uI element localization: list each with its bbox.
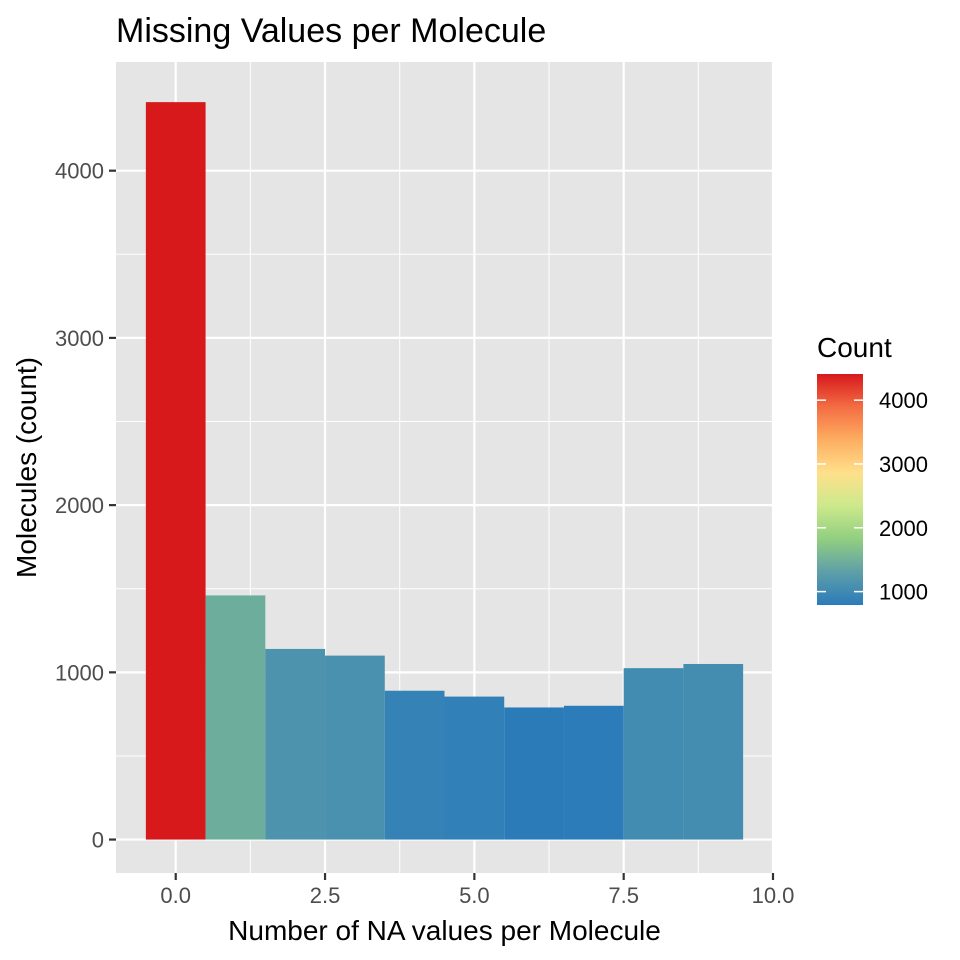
bar [205,595,266,840]
legend-tick-label: 1000 [879,580,928,605]
x-tick-label: 5.0 [459,883,490,908]
bar [683,663,744,840]
bars [145,102,744,840]
y-tick-label: 1000 [55,660,104,685]
y-tick-label: 2000 [55,493,104,518]
legend-colorbar [817,374,863,605]
x-tick-label: 7.5 [608,883,639,908]
minor-gridlines [116,62,773,873]
bar [384,690,445,840]
bar [145,102,206,840]
bar [265,648,326,840]
legend-title: Count [817,332,892,363]
bar [563,705,624,840]
x-axis-label: Number of NA values per Molecule [228,915,661,946]
legend-tick-label: 2000 [879,516,928,541]
chart-title: Missing Values per Molecule [116,12,546,50]
bar [325,655,385,840]
y-tick-label: 0 [92,828,104,853]
bar [504,707,564,840]
x-axis: 0.0 2.5 5.0 7.5 10.0 [160,873,794,908]
x-tick-label: 10.0 [752,883,795,908]
legend-tick-label: 4000 [879,388,928,413]
y-tick-label: 4000 [55,159,104,184]
y-axis: 0 1000 2000 3000 4000 [55,159,116,853]
legend-ticks: 1000 2000 3000 4000 [817,388,928,605]
y-tick-label: 3000 [55,326,104,351]
legend-tick-label: 3000 [879,452,928,477]
x-tick-label: 0.0 [160,883,191,908]
bar [444,696,505,840]
y-axis-label: Molecules (count) [11,357,42,578]
legend: Count 1000 2000 3000 4000 [817,332,928,605]
x-tick-label: 2.5 [310,883,341,908]
bar [623,668,684,840]
